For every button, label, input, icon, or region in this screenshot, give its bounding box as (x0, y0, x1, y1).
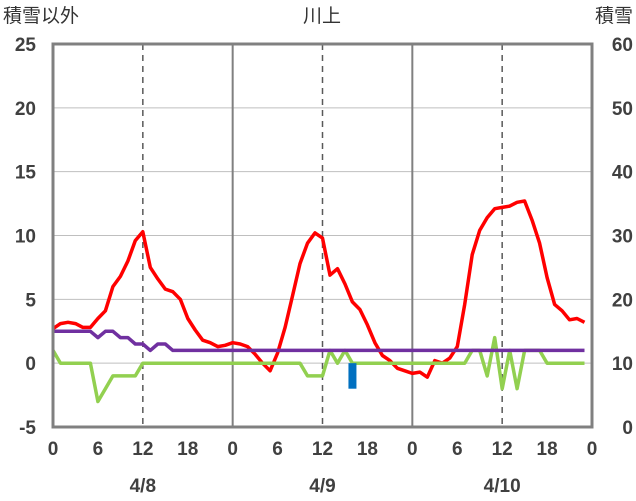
day-label: 4/10 (484, 476, 521, 497)
x-tick-label: 18 (177, 439, 198, 460)
y-left-tick-label: -5 (19, 418, 36, 439)
x-tick-label: 0 (48, 439, 59, 460)
y-right-tick-label: 30 (612, 227, 633, 248)
y-right-tick-label: 40 (612, 163, 633, 184)
day-label: 4/8 (130, 476, 156, 497)
x-tick-label: 12 (492, 439, 513, 460)
series-layer (51, 199, 586, 404)
y-left-tick-label: 25 (15, 35, 37, 56)
plot-frame (51, 42, 594, 429)
x-tick-label: 12 (312, 439, 333, 460)
y-left-tick-label: 20 (15, 99, 36, 120)
right-axis-title: 積雪 (595, 5, 633, 27)
x-tick-label: 18 (537, 439, 558, 460)
precipitation-bar (348, 363, 357, 389)
y-right-tick-label: 60 (612, 35, 633, 56)
gridlines (53, 43, 592, 428)
y-right-tick-label: 10 (612, 354, 633, 375)
y-right-tick-label: 50 (612, 99, 633, 120)
x-tick-label: 0 (227, 439, 238, 460)
y-left-tick-label: 5 (25, 290, 36, 311)
series-line-0 (52, 199, 586, 379)
left-axis-title: 積雪以外 (3, 5, 79, 27)
x-tick-label: 0 (587, 439, 598, 460)
y-right-tick-label: 0 (622, 418, 633, 439)
y-right-tick-label: 20 (612, 290, 633, 311)
day-label: 4/9 (309, 476, 335, 497)
y-left-tick-label: 10 (15, 227, 36, 248)
chart-title: 川上 (303, 5, 341, 27)
y-left-tick-label: 0 (25, 354, 36, 375)
x-tick-label: 6 (272, 439, 283, 460)
x-tick-label: 12 (132, 439, 153, 460)
x-tick-label: 6 (452, 439, 463, 460)
x-tick-label: 0 (407, 439, 418, 460)
series-line-1 (51, 335, 585, 404)
y-left-tick-label: 15 (15, 163, 37, 184)
x-tick-label: 6 (93, 439, 104, 460)
x-tick-label: 18 (357, 439, 378, 460)
series-line-2 (53, 329, 585, 353)
